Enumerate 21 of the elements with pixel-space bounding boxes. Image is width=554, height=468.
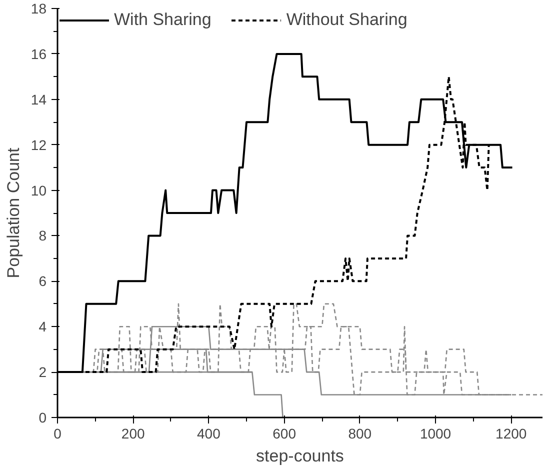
y-tick-label: 0	[38, 410, 47, 426]
y-tick-label: 10	[30, 182, 47, 198]
y-tick-label: 12	[30, 136, 47, 153]
x-tick-label: 1200	[496, 426, 527, 442]
y-tick-label: 18	[30, 0, 47, 16]
y-tick-label: 2	[38, 364, 47, 380]
y-tick-label: 14	[30, 91, 47, 108]
y-tick-label: 6	[38, 273, 47, 290]
legend-label: Without Sharing	[286, 10, 408, 30]
legend-label: With Sharing	[114, 10, 212, 30]
x-tick-label: 400	[197, 426, 221, 442]
y-tick-label: 16	[30, 46, 47, 62]
x-tick-label: 1000	[420, 426, 452, 442]
y-tick-label: 8	[38, 228, 47, 244]
x-tick-label: 600	[272, 426, 296, 442]
x-tick-label: 800	[348, 426, 372, 442]
y-tick-label: 4	[38, 318, 47, 335]
x-axis-title: step-counts	[256, 446, 344, 466]
x-tick-label: 0	[54, 426, 62, 442]
y-axis-title: Population Count	[4, 148, 23, 278]
x-tick-label: 200	[121, 426, 145, 442]
